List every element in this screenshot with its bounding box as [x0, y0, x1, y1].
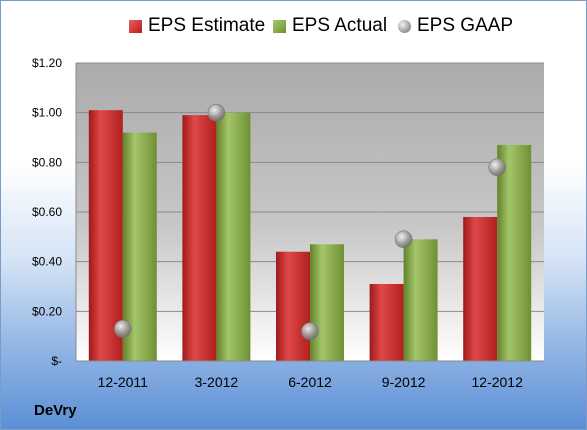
bar-eps-actual	[216, 112, 251, 362]
y-tick-label: $0.80	[32, 155, 62, 169]
point-eps-gaap	[394, 230, 413, 249]
point-eps-gaap	[488, 158, 507, 177]
x-tick-label: 6-2012	[288, 374, 332, 390]
company-name: DeVry	[34, 402, 77, 419]
legend-item-actual: EPS Actual	[273, 15, 387, 37]
legend-swatch-actual	[273, 19, 286, 33]
legend-label-gaap: EPS GAAP	[417, 15, 514, 36]
gaap-points	[114, 103, 507, 341]
legend-label-estimate: EPS Estimate	[148, 15, 266, 36]
y-axis: $- $0.20 $0.40 $0.60 $0.80 $1.00 $1.20	[32, 56, 77, 368]
point-eps-gaap	[301, 322, 319, 341]
bar-eps-estimate	[276, 251, 310, 361]
y-tick-label: $1.00	[32, 106, 62, 120]
legend: EPS Estimate EPS Actual EPS GAAP	[1, 15, 586, 45]
bar-eps-estimate	[369, 284, 404, 361]
x-tick-label: 12-2011	[98, 374, 149, 390]
bars	[88, 110, 532, 362]
x-tick-label: 12-2012	[472, 374, 524, 390]
y-tick-label: $1.20	[32, 56, 62, 70]
bar-eps-estimate	[463, 216, 498, 361]
legend-swatch-gaap	[398, 19, 411, 33]
x-axis: 12-2011 3-2012 6-2012 9-2012 12-2012	[76, 360, 544, 390]
bar-eps-actual	[310, 244, 344, 361]
y-tick-label: $0.60	[32, 205, 62, 219]
legend-item-gaap: EPS GAAP	[398, 15, 513, 37]
legend-item-estimate: EPS Estimate	[129, 15, 265, 37]
legend-label-actual: EPS Actual	[292, 15, 388, 36]
x-tick-label: 9-2012	[382, 374, 426, 390]
point-eps-gaap	[114, 319, 132, 338]
y-tick-label: $0.20	[32, 304, 62, 318]
point-eps-gaap	[207, 103, 226, 122]
legend-swatch-estimate	[129, 19, 142, 33]
bar-eps-actual	[497, 144, 532, 361]
y-tick-label: $-	[51, 354, 62, 368]
y-tick-label: $0.40	[32, 255, 62, 269]
bar-eps-estimate	[182, 115, 217, 362]
x-tick-label: 3-2012	[195, 374, 239, 390]
bar-eps-estimate	[88, 110, 123, 361]
bar-eps-actual	[403, 239, 438, 361]
